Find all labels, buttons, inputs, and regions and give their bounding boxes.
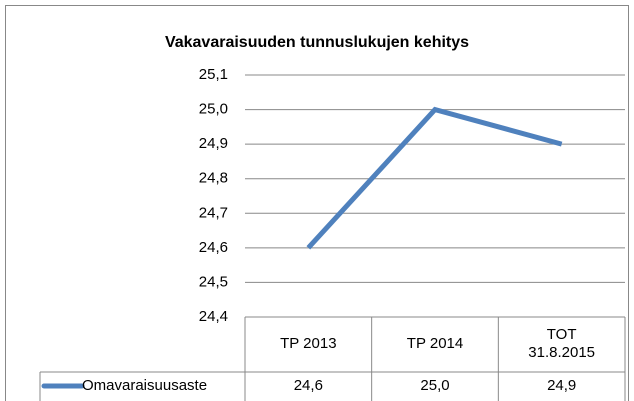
y-tick-label: 24,4: [199, 308, 228, 325]
line-series: [306, 106, 563, 250]
data-table-value: 24,6: [294, 377, 323, 394]
y-tick-label: 24,8: [199, 170, 228, 187]
y-tick-label: 24,7: [199, 204, 228, 221]
data-table-borders: [39, 316, 625, 401]
x-tick-label: TP 2013: [280, 335, 337, 352]
y-tick-label: 25,1: [199, 66, 228, 83]
x-tick-label: TOT 31.8.2015: [528, 326, 596, 361]
chart-title: Vakavaraisuuden tunnuslukujen kehitys: [165, 34, 469, 51]
x-tick-label: TP 2014: [406, 335, 464, 352]
y-tick-label: 24,5: [199, 273, 228, 290]
y-tick-label: 25,0: [199, 101, 228, 118]
chart-border: [5, 5, 629, 401]
y-tick-label: 24,6: [199, 239, 228, 256]
data-table-value: 25,0: [420, 377, 449, 394]
legend-label: Omavaraisuusaste: [82, 377, 207, 394]
y-tick-label: 24,9: [199, 135, 228, 152]
data-table-value: 24,9: [547, 377, 576, 394]
